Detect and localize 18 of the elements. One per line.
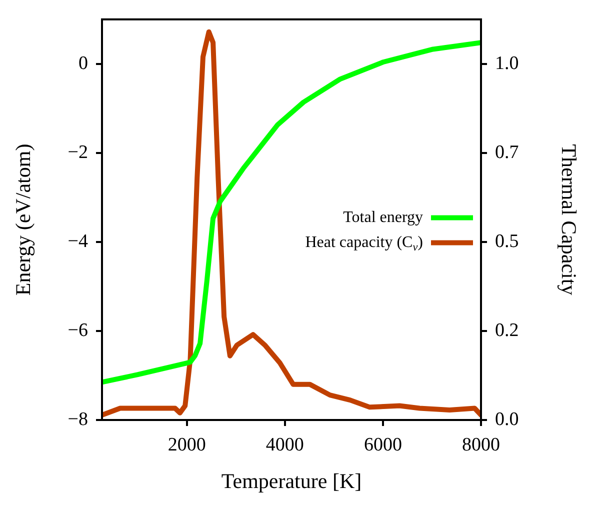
y-tick-label: −2 bbox=[68, 142, 88, 163]
y-tick-label: −8 bbox=[68, 408, 88, 430]
y-tick-label: 0 bbox=[78, 52, 88, 74]
y2-tick-label: 0.2 bbox=[495, 320, 519, 341]
y-tick-label: −4 bbox=[68, 230, 88, 252]
legend-label: Total energy bbox=[343, 208, 423, 226]
y2-tick-label: 0.5 bbox=[495, 230, 519, 252]
y2-axis-title: Thermal Capacity bbox=[556, 144, 581, 296]
x-tick-label: 4000 bbox=[266, 434, 304, 456]
x-axis-title: Temperature [K] bbox=[221, 468, 362, 493]
x-tick-label: 8000 bbox=[462, 434, 500, 456]
y2-tick-label: 0.7 bbox=[495, 142, 519, 163]
x-tick-label: 2000 bbox=[168, 434, 206, 456]
x-tick-label: 6000 bbox=[364, 434, 402, 456]
y-tick-label: −6 bbox=[68, 320, 88, 341]
y2-tick-label: 0.0 bbox=[495, 408, 519, 430]
y2-tick-label: 1.0 bbox=[495, 52, 519, 74]
y-axis-title: Energy (eV/atom) bbox=[11, 144, 36, 296]
